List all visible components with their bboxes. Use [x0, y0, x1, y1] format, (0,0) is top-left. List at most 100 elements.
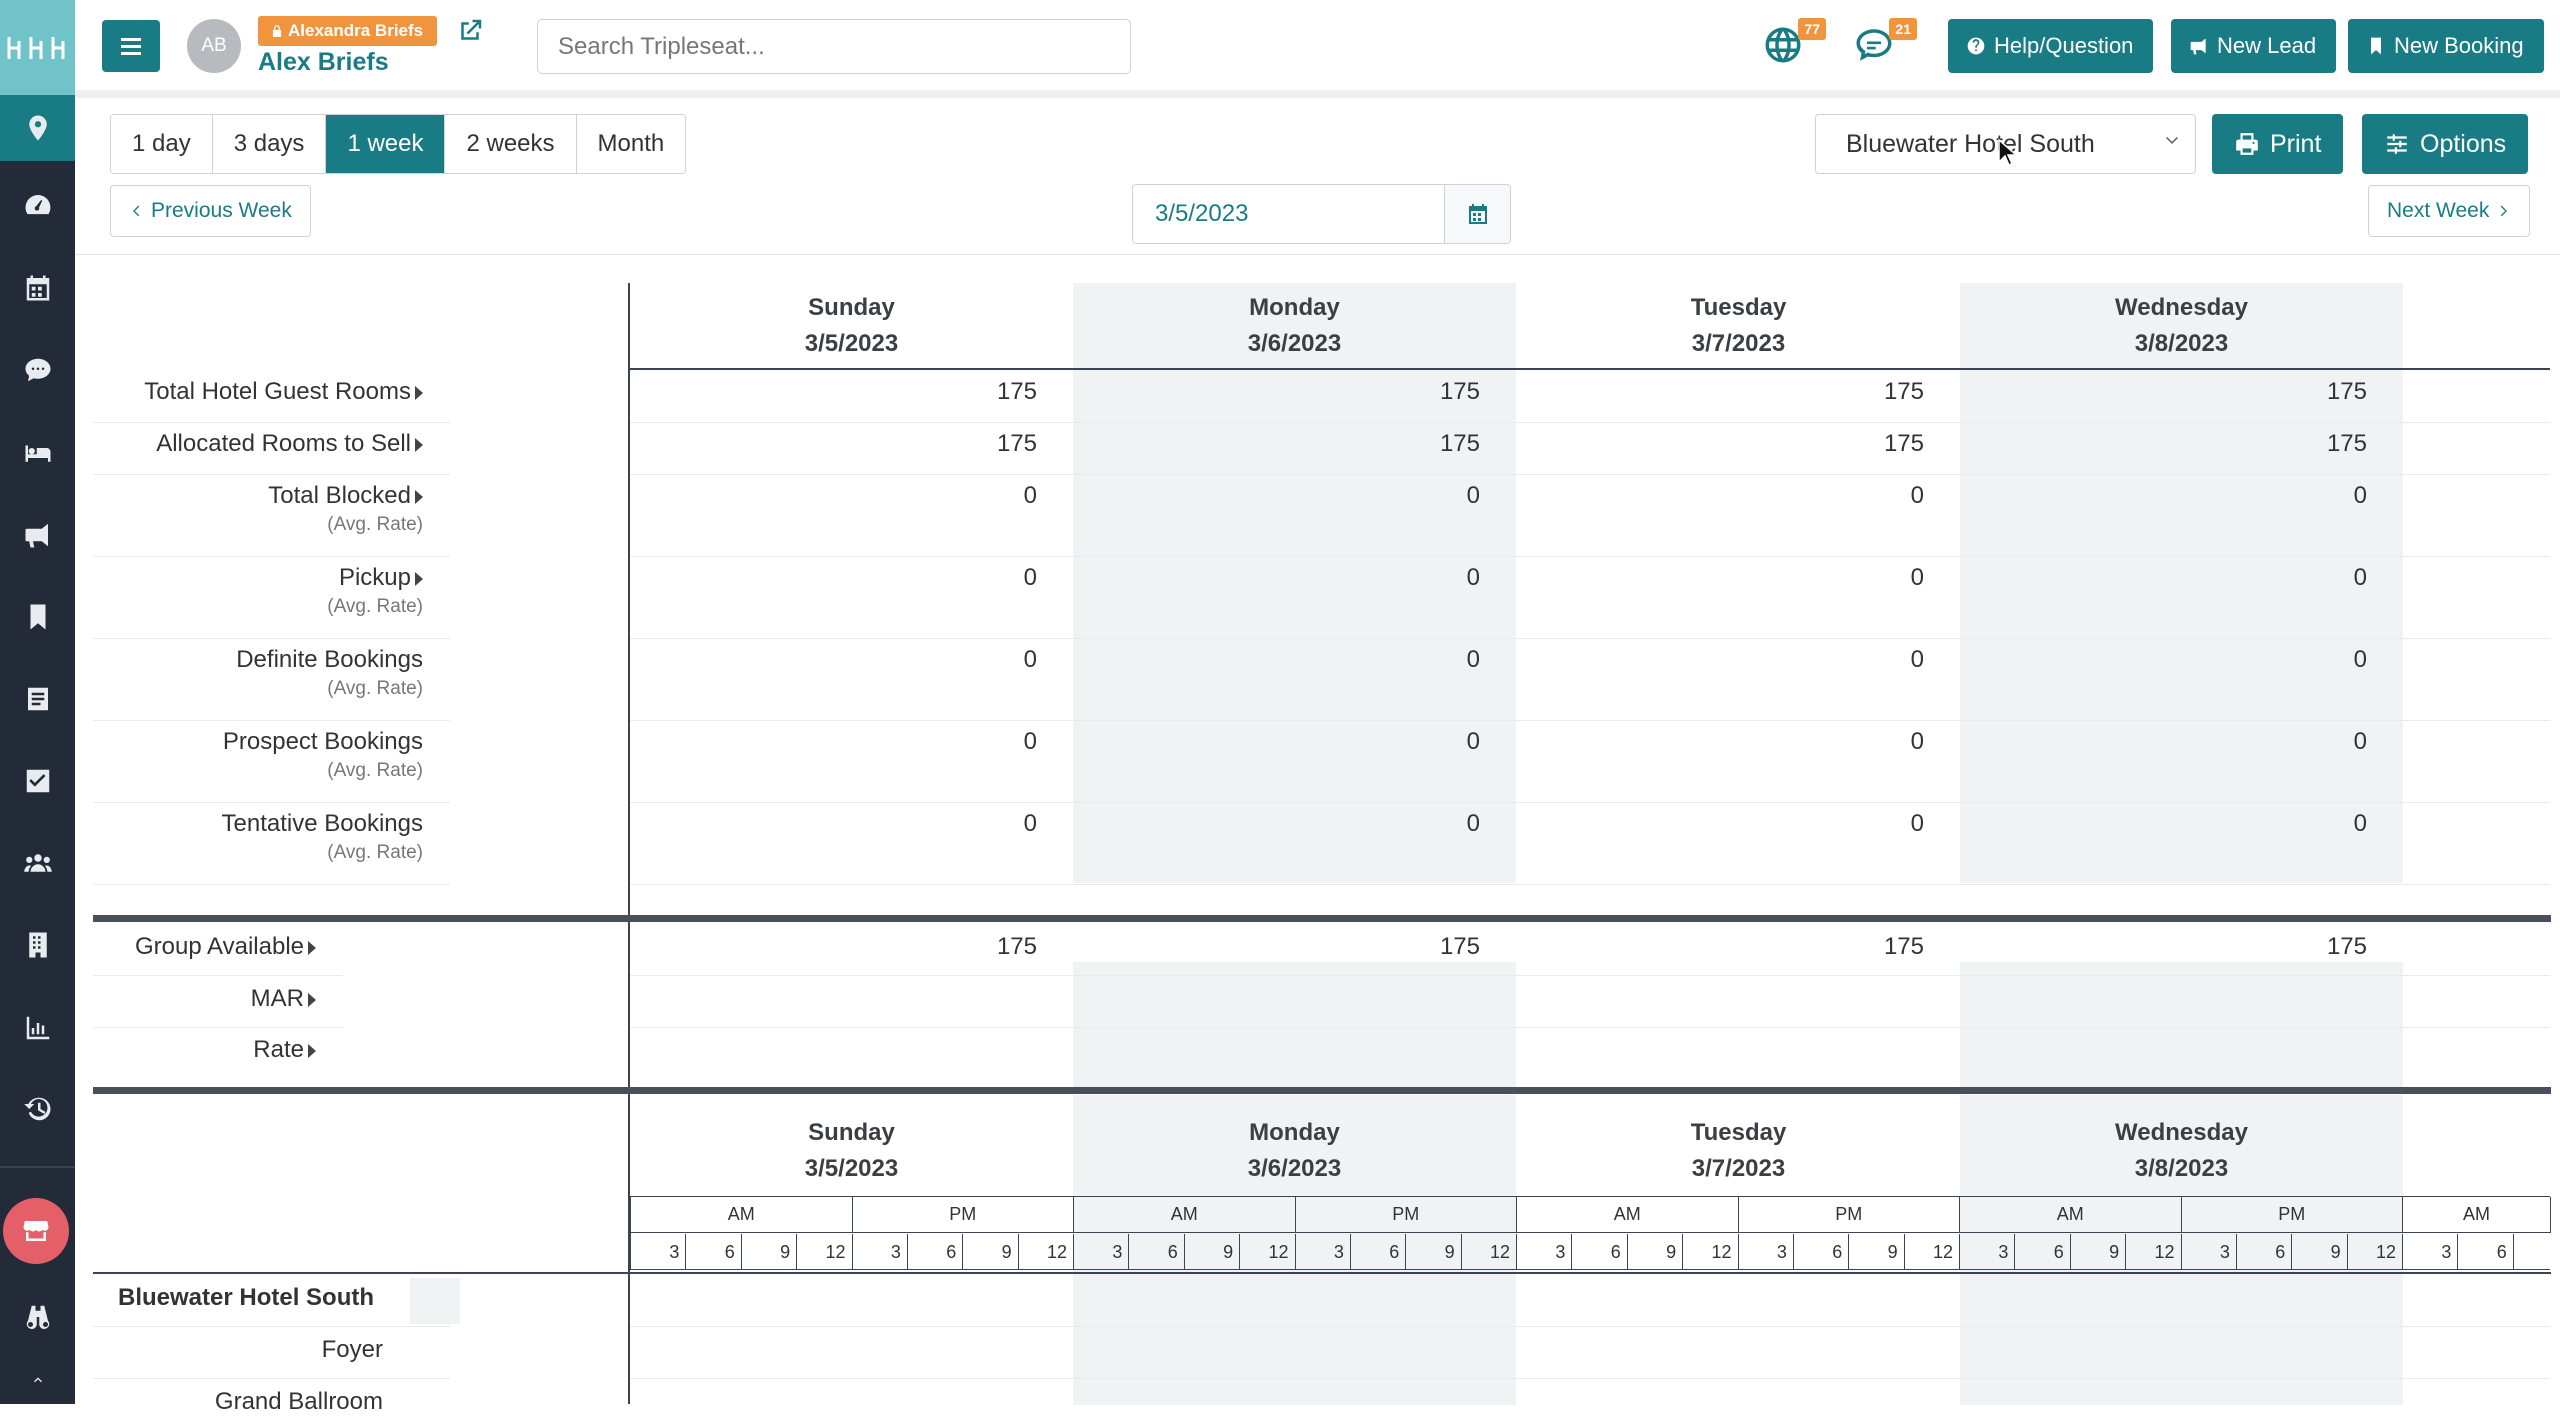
row-label-text: Pickup [338, 564, 411, 591]
row-divider [93, 1272, 2551, 1274]
space-room-name[interactable]: Grand Ballroom [214, 1388, 383, 1415]
timeline-hour: 6 [2458, 1234, 2514, 1270]
timeline-hour: 3 [1074, 1234, 1130, 1270]
row-label-text: Allocated Rooms to Sell [156, 430, 411, 457]
sidebar-item-bookings[interactable] [0, 584, 75, 650]
row-label[interactable]: Allocated Rooms to Sell [156, 430, 423, 458]
external-link-icon[interactable] [455, 16, 485, 46]
calendar-icon [26, 275, 49, 301]
sidebar-item-explore[interactable] [0, 1284, 75, 1350]
space-room-name[interactable]: Foyer [321, 1336, 383, 1363]
column-shade [1960, 1095, 2403, 1405]
row-divider [630, 556, 2550, 557]
cell-value: 175 [1883, 933, 1924, 960]
user-badge[interactable]: Alexandra Briefs [258, 16, 438, 46]
group-row-label[interactable]: Group Available [135, 933, 316, 961]
sidebar-item-location[interactable] [0, 95, 75, 161]
new-booking-button[interactable]: New Booking [2348, 19, 2544, 73]
caret-right-icon [308, 940, 316, 955]
menu-toggle-button[interactable] [102, 20, 160, 72]
row-sub-label: (Avg. Rate) [327, 596, 423, 617]
sidebar-item-reports[interactable] [0, 995, 75, 1061]
timeline-hour: 3 [1517, 1234, 1573, 1270]
timeline-hour: 9 [963, 1234, 1019, 1270]
column-shade [1073, 962, 1516, 1088]
day-name: Tuesday [1690, 1119, 1787, 1146]
help-button[interactable]: Help/Question [1948, 19, 2154, 73]
timeline-hour: 9 [1406, 1234, 1462, 1270]
sidebar-item-rooms[interactable] [0, 420, 75, 486]
range-2-weeks[interactable]: 2 weeks [445, 115, 577, 173]
bar-chart-icon [26, 1016, 49, 1040]
sidebar-collapse[interactable] [0, 1356, 75, 1404]
date-field[interactable]: 3/5/2023 [1132, 184, 1445, 244]
sidebar-item-chat[interactable] [0, 337, 75, 403]
date-picker-button[interactable] [1444, 184, 1511, 244]
previous-week-button[interactable]: Previous Week [110, 185, 311, 237]
chat-icon [25, 358, 50, 382]
row-label[interactable]: Pickup (Avg. Rate) [327, 564, 423, 618]
document-icon [27, 687, 48, 711]
section-separator [93, 915, 2551, 922]
next-week-button[interactable]: Next Week [2368, 185, 2531, 237]
day-date: 3/5/2023 [804, 1155, 899, 1182]
hotel-select[interactable]: Bluewater Hotel South [1815, 114, 2196, 174]
user-name[interactable]: Alex Briefs [258, 48, 389, 76]
row-label[interactable]: Total Hotel Guest Rooms [144, 378, 423, 406]
timeline-period: PM [852, 1197, 1074, 1233]
range-1-day[interactable]: 1 day [111, 115, 213, 173]
sidebar-item-calendar[interactable] [0, 255, 75, 321]
timeline-period: AM [1517, 1197, 1739, 1233]
avatar[interactable]: AB [187, 19, 241, 73]
timeline-hour: 6 [1351, 1234, 1407, 1270]
cell-value: 0 [2353, 646, 2367, 673]
cell-value: 0 [1023, 482, 1037, 509]
dashboard-icon [25, 195, 50, 215]
sidebar-item-history[interactable] [0, 1076, 75, 1142]
lock-icon [272, 25, 282, 37]
cell-value: 0 [1023, 646, 1037, 673]
bed-icon [25, 445, 50, 462]
timeline-hour: 12 [1905, 1234, 1960, 1270]
sidebar-item-tasks[interactable] [0, 748, 75, 814]
new-lead-button[interactable]: New Lead [2171, 19, 2337, 73]
search-input[interactable] [537, 19, 1131, 74]
options-button[interactable]: Options [2362, 114, 2529, 174]
notifications-globe[interactable]: 77 [1762, 18, 1826, 70]
day-header: Monday 3/6/2023 [1073, 1115, 1516, 1187]
sidebar-item-accounts[interactable] [0, 912, 75, 978]
tripleseat-logo[interactable] [0, 0, 75, 95]
calendar-icon [1468, 204, 1487, 224]
row-divider [93, 556, 450, 557]
bookmark-icon [2371, 37, 2381, 55]
hamburger-icon [121, 44, 141, 48]
print-button[interactable]: Print [2212, 114, 2344, 174]
range-month[interactable]: Month [576, 115, 686, 173]
cell-value: 175 [1439, 430, 1480, 457]
row-divider [630, 1027, 2550, 1028]
day-date: 3/7/2023 [1691, 330, 1786, 357]
sidebar-item-documents[interactable] [0, 666, 75, 732]
range-1-week[interactable]: 1 week [326, 115, 446, 173]
sidebar-item-contacts[interactable] [0, 830, 75, 896]
sidebar-item-leads[interactable] [0, 502, 75, 568]
sidebar-item-marketplace[interactable] [3, 1198, 69, 1264]
print-label: Print [2270, 129, 2322, 158]
range-3-days[interactable]: 3 days [212, 115, 327, 173]
space-hotel-name[interactable]: Bluewater Hotel South [118, 1284, 375, 1311]
megaphone-icon [2190, 38, 2206, 55]
day-name: Wednesday [2115, 1119, 2248, 1146]
group-row-label[interactable]: Rate [253, 1036, 316, 1064]
timeline-period: PM [1738, 1197, 1960, 1233]
row-divider [93, 975, 343, 976]
sidebar-item-dashboard[interactable] [0, 172, 75, 238]
sidebar-divider [0, 1166, 75, 1168]
notifications-chat[interactable]: 21 [1853, 18, 1917, 70]
row-label-text: Total Blocked [268, 482, 411, 509]
row-label[interactable]: Total Blocked (Avg. Rate) [268, 482, 423, 536]
day-date: 3/5/2023 [804, 330, 899, 357]
cell-value: 175 [1883, 430, 1924, 457]
row-divider [93, 802, 450, 803]
timeline-period: AM [1960, 1197, 2182, 1233]
group-row-label[interactable]: MAR [251, 985, 316, 1013]
